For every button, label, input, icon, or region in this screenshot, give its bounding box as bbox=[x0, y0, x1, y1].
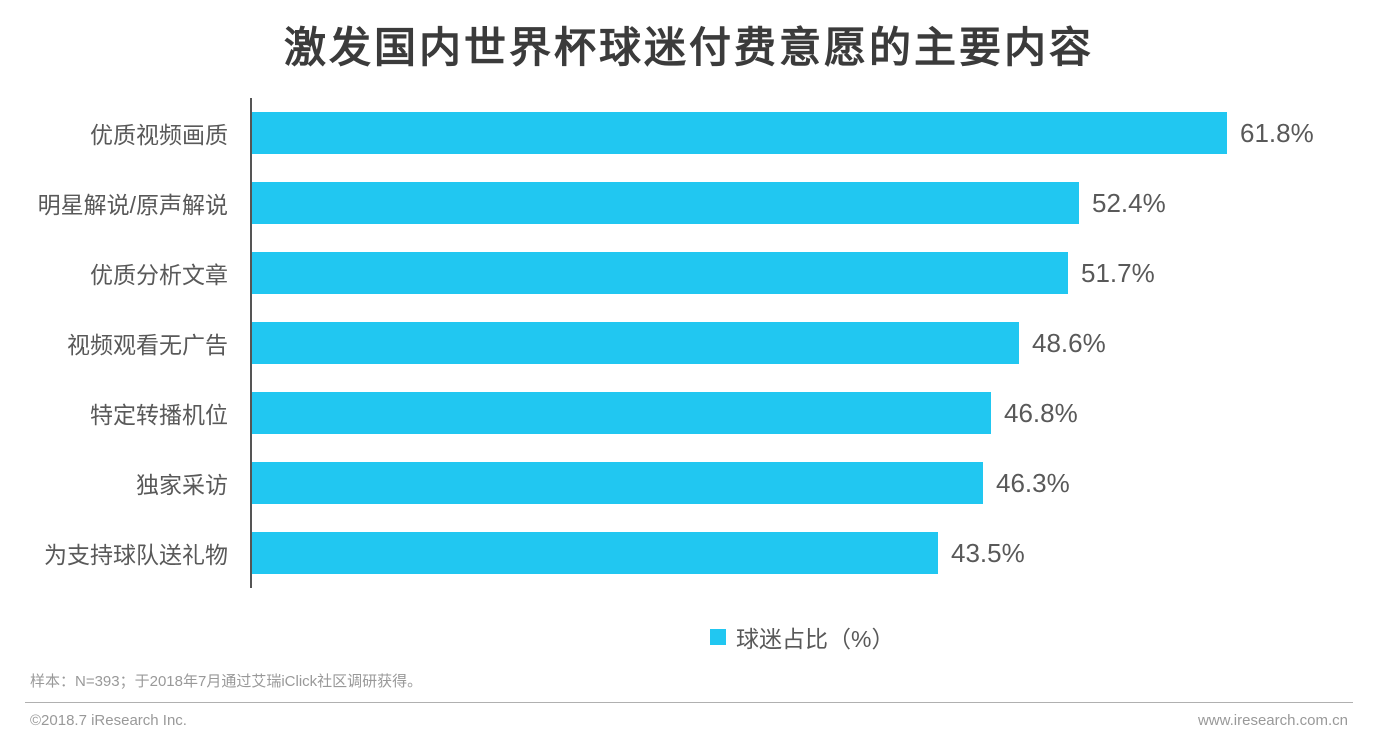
sample-note: 样本：N=393；于2018年7月通过艾瑞iClick社区调研获得。 bbox=[30, 673, 423, 690]
website-link[interactable]: www.iresearch.com.cn bbox=[1197, 712, 1348, 729]
category-label: 优质分析文章 bbox=[90, 262, 228, 288]
bar bbox=[252, 462, 983, 504]
category-label: 视频观看无广告 bbox=[67, 332, 228, 358]
category-label: 为支持球队送礼物 bbox=[44, 542, 228, 568]
value-label: 46.3% bbox=[996, 467, 1070, 498]
footer: ©2018.7 iResearch Inc. www.iresearch.com… bbox=[30, 712, 1348, 729]
value-label: 46.8% bbox=[1004, 397, 1078, 428]
legend-swatch-icon bbox=[710, 629, 726, 645]
bar bbox=[252, 322, 1019, 364]
value-label: 61.8% bbox=[1240, 117, 1314, 148]
chart-row: 优质视频画质 61.8% bbox=[0, 98, 1378, 168]
chart-row: 视频观看无广告 48.6% bbox=[0, 308, 1378, 378]
value-label: 52.4% bbox=[1092, 187, 1166, 218]
bar bbox=[252, 392, 991, 434]
chart-row: 为支持球队送礼物 43.5% bbox=[0, 518, 1378, 588]
category-label: 优质视频画质 bbox=[90, 122, 228, 148]
footer-divider bbox=[25, 702, 1353, 703]
category-label: 明星解说/原声解说 bbox=[37, 192, 228, 218]
legend: 球迷占比（%） bbox=[710, 620, 894, 654]
bar-chart: 优质视频画质 61.8% 明星解说/原声解说 52.4% 优质分析文章 51.7% 视频观看… bbox=[0, 98, 1378, 588]
chart-row: 优质分析文章 51.7% bbox=[0, 238, 1378, 308]
chart-rows: 优质视频画质 61.8% 明星解说/原声解说 52.4% 优质分析文章 51.7% 视频观看… bbox=[0, 98, 1378, 588]
legend-label: 球迷占比（%） bbox=[736, 626, 895, 652]
y-axis-line bbox=[250, 98, 252, 588]
chart-title: 激发国内世界杯球迷付费意愿的主要内容 bbox=[283, 24, 1094, 71]
value-label: 51.7% bbox=[1081, 257, 1155, 288]
bar bbox=[252, 252, 1068, 294]
category-label: 特定转播机位 bbox=[90, 402, 228, 428]
chart-row: 特定转播机位 46.8% bbox=[0, 378, 1378, 448]
bar bbox=[252, 532, 938, 574]
copyright: ©2018.7 iResearch Inc. bbox=[30, 712, 187, 729]
chart-row: 独家采访 46.3% bbox=[0, 448, 1378, 518]
category-label: 独家采访 bbox=[136, 472, 228, 498]
bar bbox=[252, 112, 1227, 154]
value-label: 43.5% bbox=[951, 537, 1025, 568]
value-label: 48.6% bbox=[1032, 327, 1106, 358]
bar bbox=[252, 182, 1079, 224]
chart-row: 明星解说/原声解说 52.4% bbox=[0, 168, 1378, 238]
